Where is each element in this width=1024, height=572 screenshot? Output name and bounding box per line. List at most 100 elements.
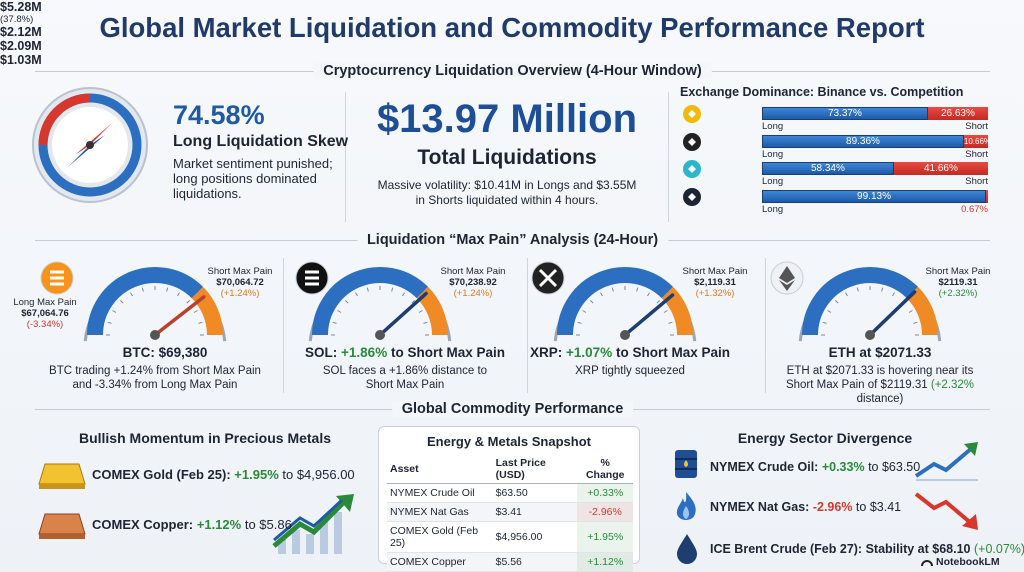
text-part: ETH at $2071.33 is hovering near its Sho… [785,365,974,391]
coin-icon [770,261,804,295]
divider [765,258,766,393]
brand: NotebookLM [936,556,1000,568]
metal-name: COMEX Copper: [92,517,194,532]
gauge-tick [577,321,582,324]
gauge-tick [845,292,848,297]
divider [527,258,528,393]
skew-label: Long Liquidation Skew [173,133,349,150]
price: $4,956.00 [495,531,543,543]
exchange-amount: $2.12M [0,25,42,39]
section-divider: Cryptocurrency Liquidation Overview (4-H… [35,63,990,80]
total-text: Massive volatility: $10.41M in Longs and… [377,178,637,207]
gauge-tick [198,321,203,324]
exchange-icon [683,132,701,151]
gauge-title: SOL: +1.86% to Short Max Pain [285,345,525,360]
short-label: 0.67% [961,203,988,215]
title-part: ETH at $2071.33 [828,345,932,360]
section-divider: Liquidation “Max Pain” Analysis (24-Hour… [35,232,990,249]
oil-barrel-icon [675,450,697,478]
gauge-orange [906,286,938,336]
text-part: (+2.32% [930,379,975,391]
gauge-tick [130,292,133,297]
exchange-title: Exchange Dominance: Binance vs. Competit… [680,85,964,99]
long-label: 89.36% [846,135,880,147]
gauge-tick [418,310,423,313]
title-part: to Short Max Pain [612,345,730,360]
short-max-pain: Short Max Pain $70,238.92 (+1.24%) [428,266,518,299]
total-value: $13.97 Million [376,97,638,141]
long-label: 73.37% [827,108,862,119]
short-max-pain: Short Max Pain $70,064.72 (+1.24%) [195,266,285,299]
exchange-share: (37.8%) [0,14,34,25]
uptrend-icon [272,494,354,554]
gauge-tick [913,321,918,324]
asset: COMEX Copper [390,556,466,568]
gauge-tick [908,310,913,313]
total-label: Total Liquidations [417,146,597,169]
asset: NYMEX Crude Oil [390,487,475,499]
divider [668,92,669,222]
gauge-tick [582,310,587,313]
gauge-tick [892,292,895,297]
gauge-blue [87,267,204,336]
change: +1.95% [577,521,633,553]
short-bar [963,134,988,148]
gauge-needle [623,293,675,337]
short-text: Short [965,148,988,160]
long-bar [762,189,987,203]
gauge-hub [375,330,385,340]
column-header: Asset [390,463,419,475]
change: -2.96% [577,502,633,522]
gauge-hub [620,330,630,340]
price: $63.50 [495,487,528,499]
gauge-tick [141,287,144,292]
text-part: XRP tightly squeezed [575,365,685,377]
long-bar [762,107,928,120]
short-pct: (+1.32%) [695,288,735,299]
gauge-tick [402,292,405,297]
exchange-icon [683,160,701,178]
section-heading: Liquidation “Max Pain” Analysis (24-Hour… [356,232,669,249]
gauge-text: SOL faces a +1.86% distance to Short Max… [320,364,490,392]
brand-icon [921,560,933,567]
short-label: Short Max Pain [207,266,273,277]
energy-change: -2.96% [812,500,853,514]
long-bar [762,134,964,148]
energy-change: +0.33% [821,460,865,474]
gauge-tick [663,310,668,313]
gauge-blue [802,267,919,336]
short-text: Short [965,121,988,132]
short-value: $70,064.72 [216,277,264,288]
coin-icon [531,261,565,295]
flame-icon [676,492,696,520]
coin-glyph [305,270,319,286]
gauge-tick [411,299,416,304]
metal-rest: to $4,956.00 [282,467,355,482]
metal-rest: to $5.86 [244,517,292,532]
section-heading: Global Commodity Performance [391,401,634,418]
exchange-icon-glyph [688,165,696,173]
title-part: BTC: $69,380 [122,345,208,360]
metal-item: COMEX Copper: +1.12% to $5.86 [92,517,292,532]
table-title: Energy & Metals Snapshot [427,434,591,449]
section-divider: Global Commodity Performance [35,401,990,418]
gauge-tick [834,299,839,304]
coin-glyph [50,270,64,286]
short-max-pain: Short Max Pain $2,119.31 (+1.32%) [670,266,760,299]
change: +1.12% [577,552,633,572]
column-header: % Change [585,457,625,481]
divider [283,258,284,393]
short-label: 10.66% [963,136,992,146]
gauge-text: ETH at $2071.33 is hovering near its Sho… [780,364,980,406]
asset: NYMEX Nat Gas [390,506,469,518]
gauge-tick [344,299,349,304]
short-bar [927,107,988,120]
short-bar [893,162,988,175]
short-pct: (+2.32%) [938,288,978,299]
exchange-icon-glyph [688,137,696,146]
gauge-tick [856,287,859,292]
exchange-amount: $1.03M [0,53,42,67]
short-pct: (+1.24%) [453,288,493,299]
short-label: Short Max Pain [925,266,991,277]
gauge-tick [647,292,650,297]
